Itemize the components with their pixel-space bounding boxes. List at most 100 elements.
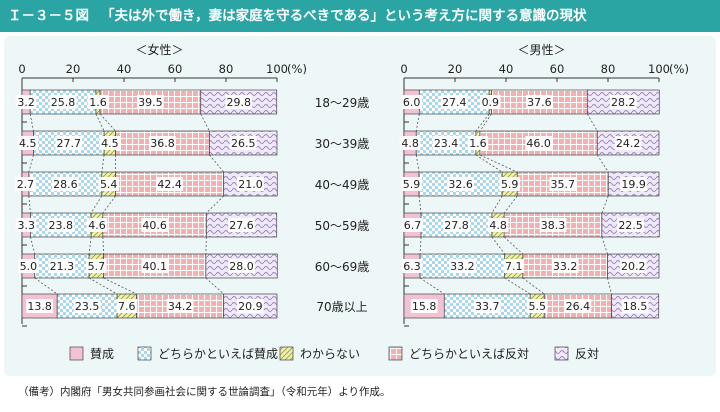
category-label: 18～29歳 <box>315 96 370 110</box>
x-tick-label: 100 <box>648 62 670 76</box>
data-label-bg <box>473 299 501 313</box>
connector-line <box>28 154 34 173</box>
data-label: 1.6 <box>89 96 107 109</box>
data-label-bg <box>26 299 53 313</box>
data-label: 0.9 <box>482 96 500 109</box>
data-label-bg <box>15 95 37 109</box>
data-label-bg <box>617 218 644 232</box>
data-label-bg <box>116 299 138 313</box>
connector-line <box>419 277 445 295</box>
data-label: 5.7 <box>88 260 106 273</box>
connector-line <box>586 113 598 132</box>
bar-segment <box>103 253 207 279</box>
legend-item: どちらかといえば賛成 <box>137 346 278 361</box>
data-label-bg <box>609 95 637 109</box>
data-label: 39.5 <box>138 96 163 109</box>
data-label: 25.8 <box>51 96 76 109</box>
data-label-bg <box>17 136 39 150</box>
connector-line <box>90 195 103 214</box>
data-label-bg <box>401 259 423 273</box>
data-label-bg <box>98 177 119 191</box>
data-label-bg <box>15 177 36 191</box>
data-label: 7.6 <box>118 300 136 313</box>
data-label: 21.3 <box>50 260 75 273</box>
data-label-bg <box>526 95 553 109</box>
connector-line <box>103 277 137 295</box>
data-label: 3.3 <box>17 219 35 232</box>
category-label: 40～49歳 <box>315 178 370 192</box>
connector-line <box>30 236 36 255</box>
connector-line <box>601 236 608 255</box>
connector-line <box>205 277 224 295</box>
data-label-bg <box>447 177 475 191</box>
panel-title: ＜女性＞ <box>135 42 183 57</box>
data-label-bg <box>228 259 255 273</box>
data-label-bg <box>51 177 79 191</box>
data-label-bg <box>614 136 642 150</box>
source-note: （備考）内閣府「男女共同参画社会に関する世論調査」（令和元年）より作成。 <box>18 386 391 398</box>
data-label-bg <box>440 95 468 109</box>
figure-header: Ｉ－３－５図 「夫は外で働き，妻は家庭を守るべきである」という考え方に関する意識の… <box>0 0 720 32</box>
connector-line <box>209 154 225 173</box>
data-label-bg <box>237 177 264 191</box>
connector-line <box>415 113 420 132</box>
legend-item: どちらかといえば反対 <box>388 346 529 361</box>
legend-swatch <box>69 346 84 361</box>
data-label: 4.8 <box>489 219 507 232</box>
category-label: 30～39歳 <box>315 137 370 151</box>
data-label-bg <box>549 177 577 191</box>
data-label: 27.6 <box>229 219 254 232</box>
data-label: 23.4 <box>434 137 459 150</box>
panel-1: ＜男性＞ 0 20 40 60 80 100 (%) 6.0 27.4 0.9 37.6 28.2 4.8… <box>399 43 689 327</box>
legend-swatch <box>388 346 403 361</box>
connector-line <box>102 236 104 255</box>
connector-line <box>419 236 422 255</box>
legend-label: どちらかといえば反対 <box>409 347 529 361</box>
data-label-bg <box>228 218 255 232</box>
legend-label: どちらかといえば賛成 <box>158 347 278 361</box>
data-label-bg <box>620 177 648 191</box>
legend-swatch <box>137 346 152 361</box>
data-label-bg <box>410 299 438 313</box>
x-tick-label: 60 <box>550 62 565 76</box>
data-label: 22.5 <box>618 219 643 232</box>
connector-line <box>503 195 518 214</box>
data-label: 26.5 <box>231 137 256 150</box>
data-label-bg <box>551 259 579 273</box>
data-label: 27.8 <box>444 219 469 232</box>
data-label: 27.4 <box>442 96 467 109</box>
connector-line <box>418 195 422 214</box>
data-label: 5.5 <box>528 300 546 313</box>
data-label: 40.1 <box>142 260 167 273</box>
connector-line <box>29 113 34 132</box>
data-label: 37.6 <box>527 96 552 109</box>
data-label-bg <box>156 177 184 191</box>
data-label-bg <box>401 177 422 191</box>
connector-line <box>95 113 105 132</box>
data-label: 3.2 <box>17 96 35 109</box>
connector-line <box>88 236 92 255</box>
data-label: 28.0 <box>229 260 254 273</box>
data-label-bg <box>539 218 567 232</box>
data-label: 26.4 <box>566 300 591 313</box>
x-tick-label: 0 <box>400 62 407 76</box>
data-label-bg <box>49 95 77 109</box>
data-label-bg <box>619 259 647 273</box>
connector-line <box>28 195 31 214</box>
data-label: 7.1 <box>505 260 523 273</box>
panel-title: ＜男性＞ <box>517 43 565 57</box>
data-label: 33.7 <box>475 300 500 313</box>
data-label-bg <box>55 136 83 150</box>
x-tick-label: 40 <box>499 62 514 76</box>
connector-line <box>99 113 116 132</box>
data-label-bg <box>621 299 649 313</box>
data-label: 33.2 <box>450 260 475 273</box>
data-label-bg <box>432 136 460 150</box>
legend-swatch <box>554 346 569 361</box>
connector-line <box>475 113 490 132</box>
data-label: 5.0 <box>20 260 38 273</box>
data-label: 1.6 <box>469 137 487 150</box>
connector-line <box>101 154 105 173</box>
data-label-bg <box>141 218 168 232</box>
